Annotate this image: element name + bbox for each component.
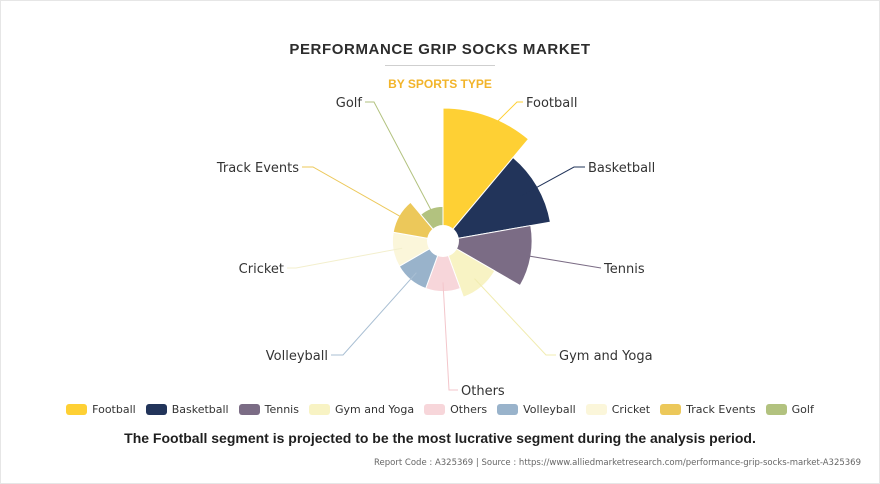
legend-label: Cricket bbox=[611, 403, 651, 416]
leader-line-track-events bbox=[302, 166, 408, 221]
slice-label-football: Football bbox=[526, 96, 577, 111]
legend-item-tennis[interactable]: Tennis bbox=[238, 403, 299, 416]
legend-item-football[interactable]: Football bbox=[66, 403, 136, 416]
legend-item-golf[interactable]: Golf bbox=[765, 403, 814, 416]
chart-subtitle: BY SPORTS TYPE bbox=[388, 77, 492, 91]
legend-item-track-events[interactable]: Track Events bbox=[660, 403, 756, 416]
legend-item-gym-and-yoga[interactable]: Gym and Yoga bbox=[308, 403, 415, 416]
chart-center-hole bbox=[427, 225, 459, 257]
chart-slice-labels: Football Basketball Tennis Gym and Yoga Othe… bbox=[216, 96, 655, 399]
legend-label: Volleyball bbox=[523, 403, 576, 416]
slice-label-others: Others bbox=[461, 384, 505, 399]
legend-swatch bbox=[238, 404, 260, 415]
legend-swatch bbox=[424, 404, 446, 415]
chart-footnote: The Football segment is projected to be … bbox=[124, 430, 756, 446]
legend-label: Football bbox=[92, 403, 136, 416]
chart-legend: Football Basketball Tennis Gym and Yoga Othe… bbox=[0, 403, 880, 416]
legend-swatch bbox=[145, 404, 167, 415]
chart-slices bbox=[392, 107, 551, 298]
legend-swatch bbox=[308, 404, 330, 415]
slice-gym-and-yoga bbox=[442, 239, 496, 298]
legend-label: Gym and Yoga bbox=[334, 403, 415, 416]
chart-title: PERFORMANCE GRIP SOCKS MARKET bbox=[289, 41, 591, 58]
legend-label: Others bbox=[450, 403, 488, 416]
legend-item-basketball[interactable]: Basketball bbox=[145, 403, 229, 416]
leader-line-gym-and-yoga bbox=[474, 278, 556, 356]
legend-item-volleyball[interactable]: Volleyball bbox=[497, 403, 576, 416]
leader-line-others bbox=[442, 282, 458, 391]
leader-line-golf bbox=[365, 101, 434, 215]
legend-label: Track Events bbox=[686, 403, 756, 416]
slice-label-basketball: Basketball bbox=[588, 161, 655, 176]
chart-leader-lines bbox=[287, 101, 602, 391]
leader-line-volleyball bbox=[331, 272, 417, 356]
leader-line-cricket bbox=[287, 247, 403, 269]
legend-swatch bbox=[765, 404, 787, 415]
title-divider bbox=[385, 65, 495, 66]
slice-label-tennis: Tennis bbox=[603, 262, 645, 277]
slice-label-cricket: Cricket bbox=[239, 262, 284, 277]
legend-label: Basketball bbox=[171, 403, 229, 416]
legend-item-cricket[interactable]: Cricket bbox=[585, 403, 651, 416]
legend-swatch bbox=[497, 404, 519, 415]
slice-label-gym-and-yoga: Gym and Yoga bbox=[559, 349, 653, 364]
leader-line-basketball bbox=[520, 166, 585, 197]
leader-line-football bbox=[479, 101, 523, 139]
legend-item-others[interactable]: Others bbox=[424, 403, 487, 416]
legend-label: Golf bbox=[791, 403, 814, 416]
slice-label-track-events: Track Events bbox=[216, 161, 299, 176]
legend-swatch bbox=[660, 404, 682, 415]
legend-swatch bbox=[66, 404, 88, 415]
slice-label-golf: Golf bbox=[336, 96, 363, 111]
leader-line-tennis bbox=[514, 253, 602, 269]
source-line: Report Code : A325369 | Source : https:/… bbox=[374, 458, 861, 468]
slice-football bbox=[442, 107, 530, 243]
slice-label-volleyball: Volleyball bbox=[266, 349, 328, 364]
legend-label: Tennis bbox=[264, 403, 299, 416]
legend-swatch bbox=[585, 404, 607, 415]
